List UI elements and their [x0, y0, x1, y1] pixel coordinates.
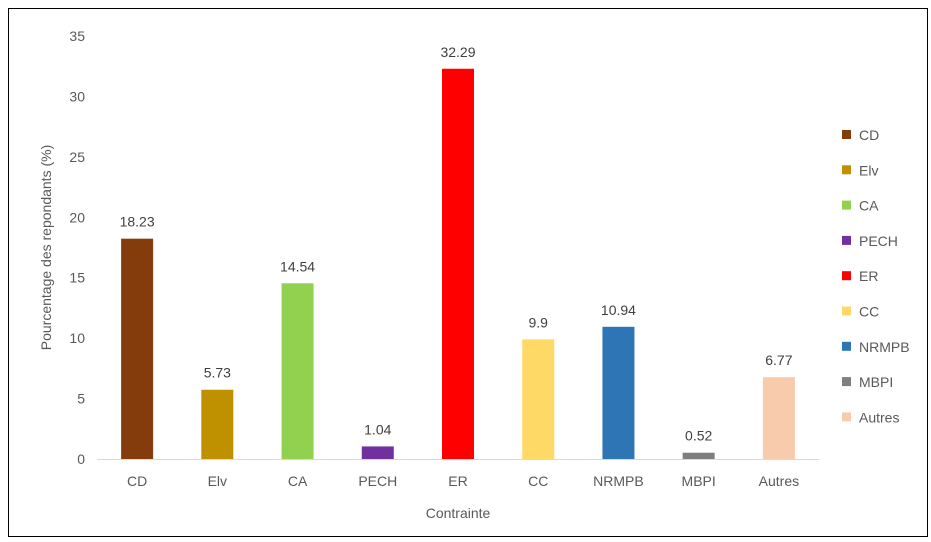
- x-tick-label: CC: [528, 473, 548, 489]
- legend: CD Elv CA PECH ER CC NRMPB MBPI Autres: [842, 127, 910, 425]
- x-tick-label: Elv: [208, 473, 227, 489]
- chart-frame: 0 5 10 15 20 25 30 35 18.23 5.73 14.54 1.04 32.29 9.…: [8, 8, 928, 537]
- bar-pech: [361, 446, 394, 459]
- y-tick-label: 10: [69, 330, 85, 346]
- y-tick-label: 35: [69, 28, 85, 44]
- data-label: 10.94: [601, 302, 636, 318]
- legend-label: PECH: [859, 233, 898, 249]
- legend-label: CC: [859, 304, 879, 320]
- legend-swatch: [842, 341, 851, 351]
- legend-swatch: [842, 377, 851, 387]
- bar-ca: [281, 283, 314, 459]
- legend-swatch: [842, 200, 851, 210]
- x-tick-label: CD: [127, 473, 147, 489]
- bar-nrmpb: [602, 326, 635, 459]
- data-label: 9.9: [528, 314, 548, 330]
- legend-swatch: [842, 412, 851, 422]
- data-label: 0.52: [685, 428, 712, 444]
- legend-swatch: [842, 165, 851, 175]
- x-tick-label: PECH: [358, 473, 397, 489]
- bar-cd: [121, 238, 154, 459]
- y-tick-label: 0: [77, 451, 85, 467]
- y-axis-title: Pourcentage des repondants (%): [38, 145, 54, 350]
- legend-label: ER: [859, 268, 878, 284]
- bars-group: 18.23 5.73 14.54 1.04 32.29 9.9 10.94 0.52 6.77: [120, 44, 795, 459]
- x-tick-label: NRMPB: [593, 473, 644, 489]
- data-label: 5.73: [204, 365, 231, 381]
- bar-elv: [201, 389, 234, 459]
- y-axis: 0 5 10 15 20 25 30 35: [69, 28, 85, 467]
- x-tick-label: CA: [288, 473, 308, 489]
- data-label: 32.29: [440, 44, 475, 60]
- y-tick-label: 5: [77, 391, 85, 407]
- y-tick-label: 25: [69, 149, 85, 165]
- data-label: 14.54: [280, 258, 315, 274]
- legend-label: CD: [859, 127, 879, 143]
- legend-swatch: [842, 306, 851, 316]
- bar-mbpi: [682, 452, 715, 459]
- legend-swatch: [842, 130, 851, 139]
- bar-autres: [762, 377, 795, 459]
- data-label: 1.04: [364, 421, 391, 437]
- legend-swatch: [842, 271, 851, 281]
- legend-label: MBPI: [859, 374, 893, 390]
- legend-swatch: [842, 235, 851, 245]
- y-tick-label: 30: [69, 88, 85, 104]
- x-tick-label: Autres: [759, 473, 799, 489]
- bar-cc: [522, 339, 555, 459]
- bar-chart: 0 5 10 15 20 25 30 35 18.23 5.73 14.54 1.04 32.29 9.…: [38, 28, 910, 521]
- legend-label: NRMPB: [859, 339, 910, 355]
- x-tick-label: ER: [448, 473, 467, 489]
- legend-label: Elv: [859, 162, 878, 178]
- x-axis-title: Contrainte: [426, 505, 491, 521]
- y-tick-label: 15: [69, 270, 85, 286]
- data-label: 18.23: [120, 214, 155, 230]
- x-tick-label: MBPI: [682, 473, 716, 489]
- bar-er: [442, 68, 474, 459]
- x-axis: CD Elv CA PECH ER CC NRMPB MBPI Autres: [127, 473, 799, 489]
- legend-label: Autres: [859, 409, 899, 425]
- legend-label: CA: [859, 198, 879, 214]
- data-label: 6.77: [765, 352, 792, 368]
- y-tick-label: 20: [69, 209, 85, 225]
